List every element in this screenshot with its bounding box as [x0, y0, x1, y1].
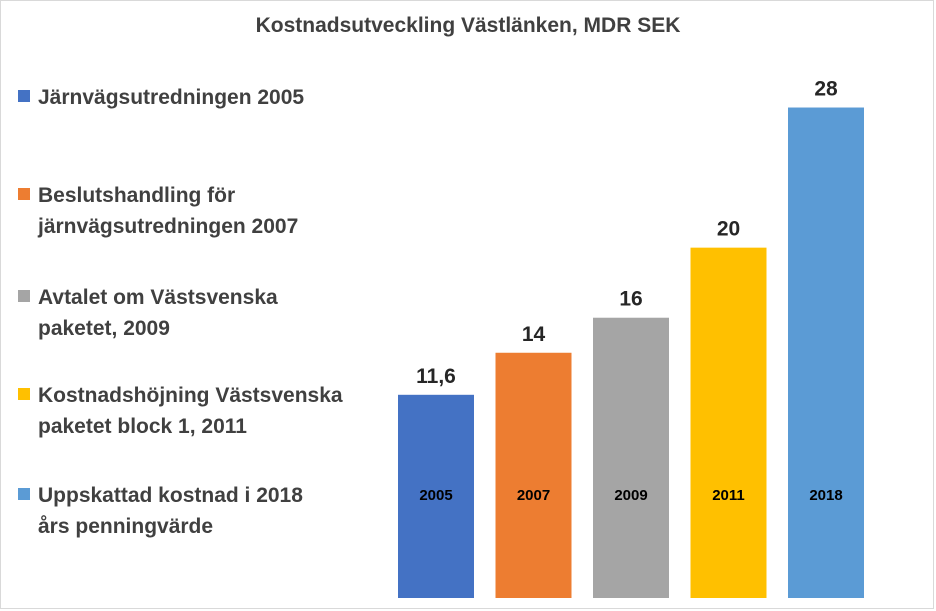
- bar-2018: [788, 107, 864, 598]
- legend-item-2011: Kostnadshöjning Västsvenska paketet bloc…: [18, 380, 348, 442]
- category-label-2009: 2009: [614, 487, 647, 504]
- data-label-2011: 20: [717, 218, 740, 241]
- legend-swatch-2009: [18, 290, 30, 302]
- legend-item-2005: Järnvägsutredningen 2005: [18, 82, 338, 113]
- legend-label-2011: Kostnadshöjning Västsvenska paketet bloc…: [38, 384, 343, 438]
- category-label-2007: 2007: [517, 487, 550, 504]
- data-label-2018: 28: [814, 78, 838, 101]
- data-label-2009: 16: [619, 288, 642, 311]
- legend-label-2018: Uppskattad kostnad i 2018 års penningvär…: [38, 484, 303, 538]
- bar-2007: [495, 352, 572, 598]
- legend-label-2005: Järnvägsutredningen 2005: [38, 86, 305, 109]
- legend-swatch-2011: [18, 388, 30, 400]
- data-label-2005: 11,6: [416, 365, 456, 388]
- data-label-2007: 14: [522, 323, 546, 346]
- chart-title: Kostnadsutveckling Västlänken, MDR SEK: [255, 14, 681, 37]
- legend-item-2009: Avtalet om Västsvenska paketet, 2009: [18, 282, 338, 344]
- legend-item-2018: Uppskattad kostnad i 2018 års penningvär…: [18, 480, 308, 542]
- bar-2009: [593, 317, 669, 598]
- legend-swatch-2018: [18, 488, 30, 500]
- category-label-2011: 2011: [712, 487, 745, 504]
- bar-2005: [398, 394, 474, 598]
- category-label-2018: 2018: [809, 487, 842, 504]
- bar-2011: [690, 247, 767, 599]
- legend-label-2009: Avtalet om Västsvenska paketet, 2009: [38, 286, 278, 340]
- legend-swatch-2005: [18, 90, 30, 102]
- legend-item-2007: Beslutshandling för järnvägsutredningen …: [18, 180, 338, 242]
- legend-label-2007: Beslutshandling för järnvägsutredningen …: [38, 184, 299, 238]
- category-label-2005: 2005: [419, 487, 452, 504]
- legend-swatch-2007: [18, 188, 30, 200]
